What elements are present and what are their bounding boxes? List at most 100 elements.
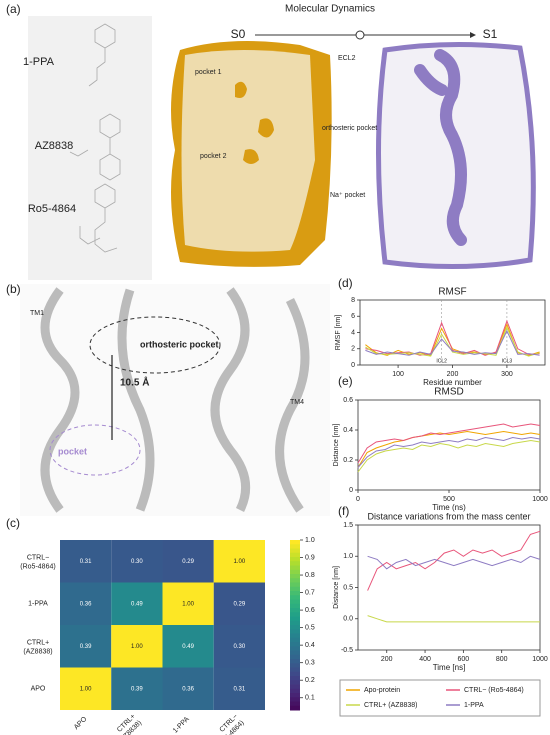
cell-label: 1.00 (182, 601, 194, 607)
series-line (357, 436, 541, 468)
colorbar-tick-label: 0.5 (305, 624, 315, 631)
colorbar-tick-label: 0.7 (305, 589, 315, 596)
series-line (357, 439, 541, 473)
colorbar-step (290, 654, 300, 660)
cell-label: 0.39 (131, 686, 143, 692)
y-tick-label: 0.0 (343, 616, 353, 623)
colorbar-step (290, 684, 300, 690)
legend-label: CTRL− (Ro5-4864) (464, 687, 524, 694)
colorbar-step (290, 591, 300, 596)
pocket (235, 81, 274, 164)
colorbar-tick-label: 0.6 (305, 607, 315, 614)
y-tick-label: 2 (351, 346, 355, 353)
series-line (365, 319, 540, 356)
pocket-surface (414, 49, 467, 246)
y-tick-label: 8 (351, 297, 355, 304)
colorbar-step (290, 629, 300, 634)
colorbar-step (290, 659, 300, 664)
y-tick-label: -0.5 (341, 647, 353, 654)
x-tick-label: 1000 (532, 656, 548, 663)
y-tick-label: 0 (349, 487, 353, 494)
colorbar-step (290, 680, 300, 685)
heatmap-cell (162, 582, 214, 625)
colorbar-step (290, 586, 300, 592)
cell-label: 0.29 (182, 559, 194, 565)
ligand-structures (69, 23, 121, 253)
y-tick-label: 0.5 (343, 584, 353, 591)
colorbar-step (290, 663, 300, 668)
ligand-label: Ro5-4864 (28, 203, 76, 215)
colorbar-step (290, 552, 300, 558)
heatmap-cell (213, 582, 265, 625)
cell-label: 0.36 (182, 686, 194, 692)
cell-label: 0.49 (182, 644, 194, 650)
x-tick-label: 800 (496, 656, 508, 663)
heatmap-cell (60, 625, 112, 668)
heatmap-cell (111, 582, 163, 625)
cell-label: 0.36 (80, 601, 92, 607)
y-tick-label: 0.6 (343, 397, 353, 404)
colorbar-step (290, 671, 300, 677)
series-line (357, 423, 541, 464)
colorbar-step (290, 688, 300, 694)
row-label: 1-PPA (28, 601, 48, 608)
colorbar-step (290, 633, 300, 639)
annotation: 10.5 Å (120, 376, 149, 389)
y-tick-label: 0 (351, 362, 355, 369)
cell-label: 1.00 (80, 686, 92, 692)
x-axis-label: Time [ns] (433, 663, 466, 672)
cell-label: 0.29 (234, 601, 246, 607)
series-line (367, 555, 541, 570)
heatmap-cell (213, 667, 265, 710)
colorbar-step (290, 595, 300, 600)
series-line (367, 615, 540, 623)
series-line (367, 530, 541, 591)
colorbar-step (290, 705, 300, 711)
colorbar-step (290, 544, 300, 549)
series-line (365, 326, 540, 357)
clock-icon (355, 30, 365, 40)
cell-label: 0.49 (131, 601, 143, 607)
x-axis-label: Time (ns) (432, 503, 466, 512)
y-axis-label: Distance [nm] (333, 566, 340, 609)
colorbar-step (290, 616, 300, 622)
ligand-box (28, 16, 152, 280)
series-line (365, 329, 540, 356)
x-tick-label: 200 (381, 656, 393, 663)
heatmap-cell (162, 625, 214, 668)
colorbar-step (290, 642, 300, 647)
cell-label: 0.30 (234, 644, 246, 650)
ligand-label: 1-PPA (23, 56, 55, 68)
cell-label: 0.31 (80, 559, 92, 565)
legend (339, 679, 541, 717)
y-tick-label: 0.4 (343, 427, 353, 434)
x-tick-label: 100 (392, 371, 404, 378)
series-line (365, 323, 540, 356)
colorbar-tick-label: 0.1 (305, 695, 315, 702)
colorbar-step (290, 582, 300, 588)
x-tick-label: 1000 (532, 496, 548, 503)
cell-label: 0.30 (131, 559, 143, 565)
panel-label: (b) (6, 282, 21, 296)
state-label: S0 (231, 27, 246, 41)
annotation: orthosteric pocket (322, 125, 377, 132)
annotation: Na⁺ pocket (330, 192, 365, 199)
row-label: APO (31, 686, 46, 693)
x-tick-label: 400 (419, 656, 431, 663)
colorbar-tick-label: 0.4 (305, 642, 315, 649)
plot-frame (357, 524, 541, 651)
colorbar-step (290, 701, 300, 707)
colorbar-tick-label: 1.0 (305, 537, 315, 544)
colorbar-step (290, 561, 300, 566)
x-axis-label: Residue number (423, 378, 482, 387)
cell-label: 1.00 (131, 644, 143, 650)
colorbar-step (290, 599, 300, 605)
heatmap-cell (162, 667, 214, 710)
cell-label: 0.39 (80, 644, 92, 650)
annotation: pocket 2 (200, 153, 227, 160)
x-tick-label: 600 (458, 656, 470, 663)
cell-label: 1.00 (234, 559, 246, 565)
state-label: S1 (483, 27, 498, 41)
y-tick-label: 4 (351, 329, 355, 336)
